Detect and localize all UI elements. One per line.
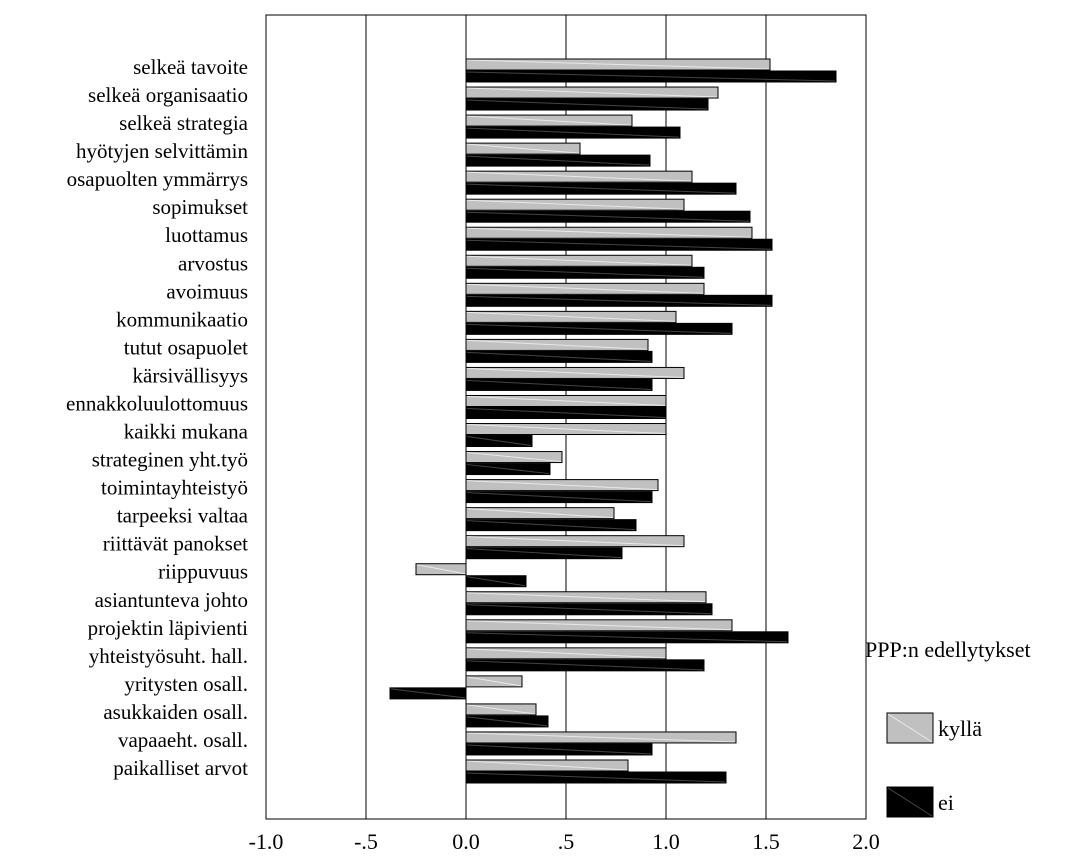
bar-accent-kyllä-22: [466, 676, 522, 687]
plot-frame: [265, 14, 867, 820]
bar-accent-kyllä-10: [466, 339, 648, 350]
category-label: kaikki mukana: [124, 420, 249, 444]
category-label: vapaaeht. osall.: [118, 728, 248, 752]
legend-label-ei: ei: [938, 790, 954, 815]
bar-accent-ei-23: [466, 716, 548, 727]
bar-accent-ei-12: [466, 407, 666, 418]
bar-accent-ei-16: [466, 520, 636, 531]
bar-accent-kyllä-14: [466, 452, 562, 463]
category-label: strateginen yht.työ: [92, 448, 248, 472]
bar-accent-kyllä-3: [466, 143, 580, 154]
category-label: hyötyjen selvittämin: [76, 139, 249, 163]
category-label: toimintayhteistyö: [101, 476, 248, 500]
category-label: selkeä strategia: [119, 111, 249, 135]
x-tick-label: 1.0: [652, 829, 680, 854]
bar-accent-ei-20: [466, 632, 788, 643]
bar-accent-ei-21: [466, 660, 704, 671]
legend-label-kyllä: kyllä: [938, 716, 982, 741]
bar-accent-kyllä-19: [466, 592, 706, 603]
bar-accent-ei-24: [466, 744, 652, 755]
bar-accent-ei-15: [466, 492, 652, 503]
bar-accent-ei-7: [466, 267, 704, 278]
bar-accent-kyllä-17: [466, 536, 684, 547]
x-tick-label: 2.0: [852, 829, 880, 854]
bar-accent-kyllä-11: [466, 367, 684, 378]
bar-accent-ei-2: [466, 127, 680, 138]
category-label: kärsivällisyys: [133, 363, 249, 387]
x-tick-label: 0.0: [452, 829, 480, 854]
legend-swatch-accent-ei: [887, 787, 933, 817]
bar-accent-ei-8: [466, 295, 772, 306]
bar-accent-kyllä-15: [466, 480, 658, 491]
bar-accent-ei-6: [466, 239, 772, 250]
category-label: sopimukset: [152, 195, 248, 219]
category-label: riittävät panokset: [103, 532, 248, 556]
bar-accent-ei-4: [466, 183, 736, 194]
bar-accent-ei-11: [466, 379, 652, 390]
category-label: tutut osapuolet: [124, 335, 248, 359]
category-label: osapuolten ymmärrys: [67, 167, 248, 191]
bar-accent-ei-1: [466, 99, 708, 110]
legend: PPP:n edellytykset kyllä ei: [865, 637, 1031, 818]
bar-accent-kyllä-25: [466, 760, 628, 771]
bar-accent-kyllä-5: [466, 199, 684, 210]
legend-title: PPP:n edellytykset: [865, 637, 1031, 662]
bar-accent-kyllä-4: [466, 171, 692, 182]
bar-accent-kyllä-6: [466, 227, 752, 238]
category-label: luottamus: [165, 223, 248, 247]
x-tick-label: -.5: [354, 829, 378, 854]
bar-accent-ei-10: [466, 351, 652, 362]
category-label: paikalliset arvot: [113, 756, 248, 780]
bar-accent-kyllä-0: [466, 59, 770, 70]
bar-accent-ei-5: [466, 211, 750, 222]
category-label: arvostus: [178, 251, 248, 275]
bar-accent-kyllä-9: [466, 311, 676, 322]
bar-accent-kyllä-24: [466, 732, 736, 743]
bar-accent-ei-13: [466, 436, 532, 447]
bar-accent-ei-9: [466, 323, 732, 334]
bar-accent-kyllä-18: [416, 564, 466, 575]
bar-accent-kyllä-16: [466, 508, 614, 519]
bar-accent-kyllä-1: [466, 87, 718, 98]
category-label: selkeä tavoite: [133, 55, 248, 79]
bar-accent-ei-18: [466, 576, 526, 587]
category-label: selkeä organisaatio: [88, 83, 248, 107]
x-tick-label: 1.5: [752, 829, 780, 854]
bar-accent-ei-3: [466, 155, 650, 166]
y-axis-category-labels: selkeä tavoite selkeä organisaatio selkeä …: [66, 55, 249, 780]
bar-accent-kyllä-8: [466, 283, 704, 294]
bar-accent-kyllä-12: [466, 395, 666, 406]
category-label: kommunikaatio: [116, 307, 248, 331]
category-label: projektin läpivienti: [88, 616, 249, 640]
bar-accent-ei-25: [466, 772, 726, 783]
bar-accent-ei-22: [390, 688, 466, 699]
bars: [389, 58, 837, 784]
x-tick-label: -1.0: [249, 829, 284, 854]
bar-accent-kyllä-7: [466, 255, 692, 266]
x-axis-tick-labels: -1.0 -.5 0.0 .5 1.0 1.5 2.0: [249, 829, 880, 854]
category-label: riippuvuus: [158, 560, 248, 584]
category-label: asukkaiden osall.: [103, 700, 248, 724]
bar-accent-kyllä-21: [466, 648, 666, 659]
category-label: avoimuus: [166, 279, 248, 303]
bar-accent-kyllä-20: [466, 620, 732, 631]
category-label: asiantunteva johto: [95, 588, 248, 612]
bar-accent-ei-0: [466, 71, 836, 82]
bar-accent-ei-19: [466, 604, 712, 615]
bar-accent-kyllä-13: [466, 424, 666, 435]
category-label: tarpeeksi valtaa: [117, 504, 249, 528]
x-tick-label: .5: [558, 829, 575, 854]
category-label: ennakkoluulottomuus: [66, 391, 248, 415]
category-label: yritysten osall.: [124, 672, 248, 696]
bar-accent-kyllä-23: [466, 704, 536, 715]
legend-swatch-accent-kyllä: [887, 713, 933, 743]
bar-accent-ei-17: [466, 548, 622, 559]
bar-accent-ei-14: [466, 464, 550, 475]
bar-accent-kyllä-2: [466, 115, 632, 126]
category-label: yhteistyösuht. hall.: [89, 644, 248, 668]
